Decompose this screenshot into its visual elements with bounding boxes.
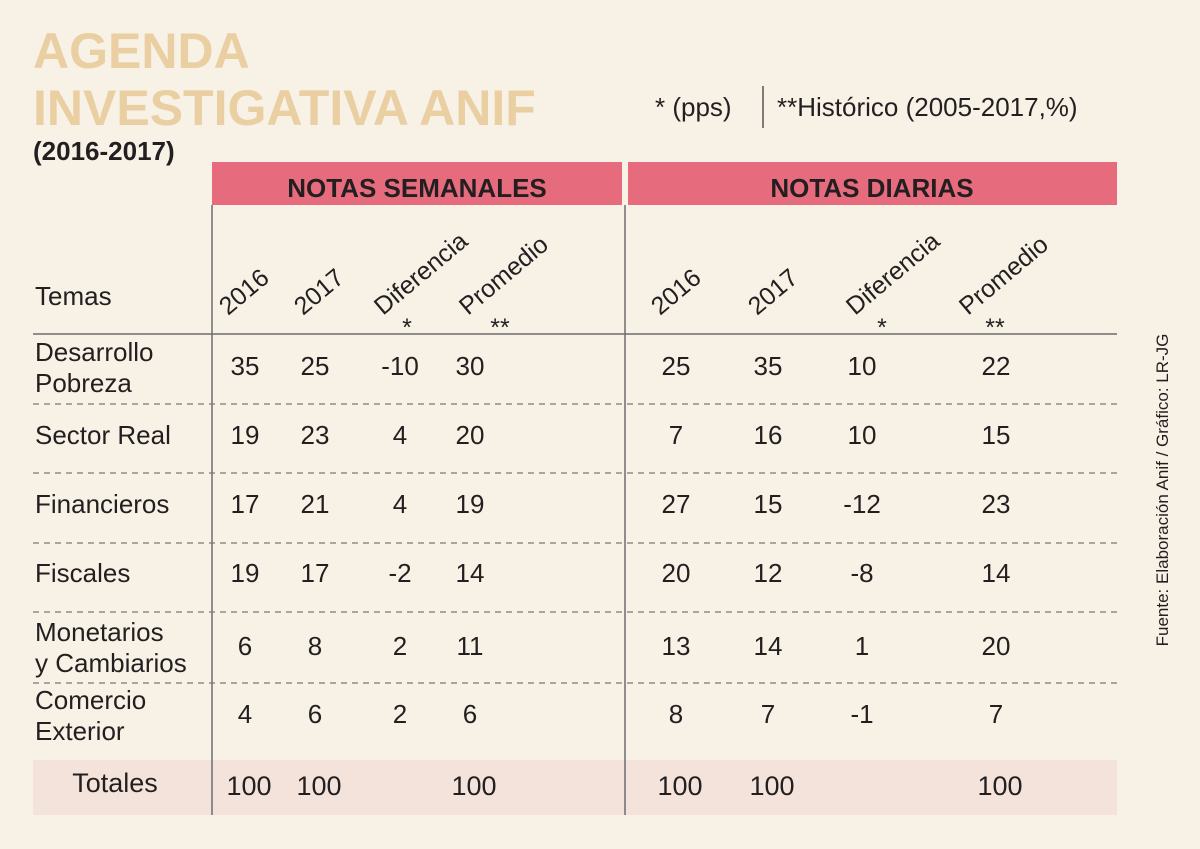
row-label: Financieros <box>35 489 169 519</box>
cell: 6 <box>238 631 252 661</box>
note: * (pps) <box>655 92 732 122</box>
cell: -12 <box>843 489 881 519</box>
cell: 7 <box>669 420 683 450</box>
cell: 11 <box>457 631 484 661</box>
group-title: NOTAS DIARIAS <box>770 173 973 203</box>
cell: 19 <box>231 420 260 450</box>
total-cell: 100 <box>226 771 271 801</box>
source: Fuente: Elaboración Anif / Gráfico: LR-J… <box>1153 334 1172 647</box>
cell: 17 <box>231 489 260 519</box>
cell: 10 <box>848 351 877 381</box>
cell: 23 <box>301 420 330 450</box>
cell: -1 <box>850 699 873 729</box>
cell: 8 <box>669 699 683 729</box>
row-label: Desarrollo <box>35 337 154 367</box>
cell: 27 <box>662 489 691 519</box>
cell: 25 <box>662 351 691 381</box>
cell: 12 <box>754 558 783 588</box>
cell: 4 <box>393 420 407 450</box>
column-header-mark: ** <box>985 314 1005 342</box>
cell: 22 <box>982 351 1011 381</box>
cell: 1 <box>855 631 869 661</box>
cell: 16 <box>754 420 783 450</box>
cell: 2 <box>393 631 407 661</box>
cell: 35 <box>231 351 260 381</box>
cell: 20 <box>662 558 691 588</box>
cell: 4 <box>238 699 252 729</box>
cell: 19 <box>456 489 485 519</box>
cell: 35 <box>754 351 783 381</box>
total-cell: 100 <box>296 771 341 801</box>
group-title: NOTAS SEMANALES <box>287 173 547 203</box>
period: (2016-2017) <box>33 136 175 166</box>
cell: 15 <box>982 420 1011 450</box>
note: **Histórico (2005-2017,%) <box>777 92 1078 122</box>
cell: 19 <box>231 558 260 588</box>
cell: 14 <box>982 558 1011 588</box>
cell: 8 <box>308 631 322 661</box>
column-header-mark: * <box>877 314 887 342</box>
row-label: Comercio <box>35 685 146 715</box>
column-header-mark: * <box>402 314 412 342</box>
cell: 14 <box>456 558 485 588</box>
cell: 10 <box>848 420 877 450</box>
cell: 20 <box>456 420 485 450</box>
cell: 20 <box>982 631 1011 661</box>
total-cell: 100 <box>451 771 496 801</box>
cell: 30 <box>456 351 485 381</box>
total-cell: 100 <box>657 771 702 801</box>
cell: 15 <box>754 489 783 519</box>
row-label: Sector Real <box>35 420 171 450</box>
row-label: Exterior <box>35 716 125 746</box>
cell: 7 <box>989 699 1003 729</box>
row-header: Temas <box>35 281 112 311</box>
title-line: AGENDA <box>33 23 250 79</box>
total-cell: 100 <box>977 771 1022 801</box>
cell: -10 <box>381 351 419 381</box>
cell: 21 <box>301 489 330 519</box>
group-band <box>212 162 622 205</box>
totals-band <box>33 760 1117 815</box>
cell: 14 <box>754 631 783 661</box>
cell: 2 <box>393 699 407 729</box>
total-cell: 100 <box>749 771 794 801</box>
totals-label: Totales <box>72 768 158 798</box>
cell: -8 <box>850 558 873 588</box>
row-label: Monetarios <box>35 617 164 647</box>
cell: 17 <box>301 558 330 588</box>
row-label: Pobreza <box>35 368 132 398</box>
cell: 13 <box>662 631 691 661</box>
cell: 4 <box>393 489 407 519</box>
cell: 6 <box>308 699 322 729</box>
cell: 25 <box>301 351 330 381</box>
row-label: Fiscales <box>35 558 130 588</box>
cell: -2 <box>388 558 411 588</box>
column-header-mark: ** <box>490 314 510 342</box>
title-line: INVESTIGATIVA ANIF <box>33 80 536 136</box>
cell: 7 <box>761 699 775 729</box>
cell: 23 <box>982 489 1011 519</box>
cell: 6 <box>463 699 477 729</box>
row-label: y Cambiarios <box>35 648 187 678</box>
group-band <box>628 162 1117 205</box>
